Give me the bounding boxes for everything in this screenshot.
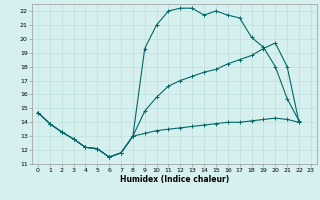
X-axis label: Humidex (Indice chaleur): Humidex (Indice chaleur) <box>120 175 229 184</box>
